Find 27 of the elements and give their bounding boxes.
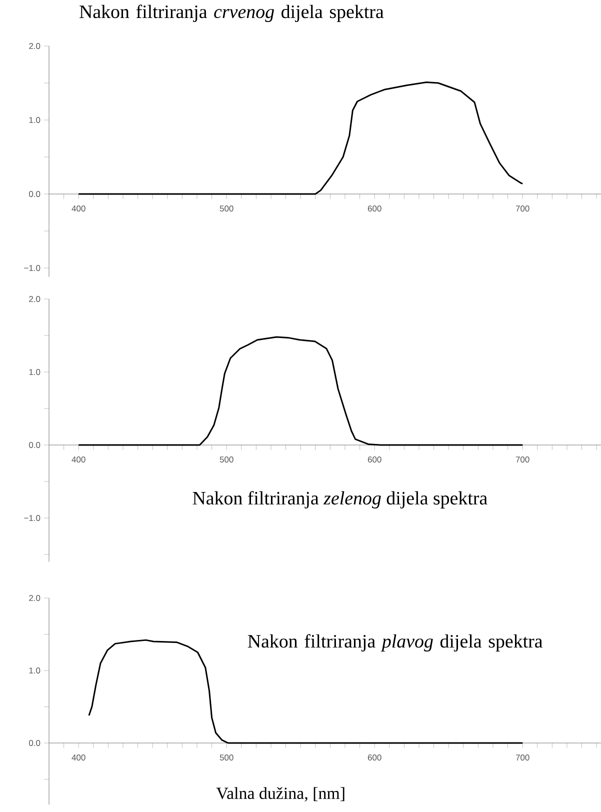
y-tick-label: 2.0: [29, 296, 40, 302]
x-tick-label: 500: [220, 754, 234, 761]
x-tick-label: 600: [368, 754, 382, 761]
x-tick-label: 400: [72, 206, 86, 212]
annotation: Nakon filtriranja zelenog dijela spektra: [192, 491, 488, 508]
y-tick-label: 1.0: [29, 117, 40, 123]
y-tick-label: −1.0: [24, 515, 40, 521]
y-tick-label: 0.0: [29, 740, 40, 746]
y-tick-label: 2.0: [29, 595, 40, 601]
text: Nakon filtriranja crvenog dijela spektra: [80, 4, 384, 22]
y-tick-label: 0.0: [29, 442, 40, 448]
x-tick-label: 600: [368, 456, 382, 463]
x-tick-label: 700: [516, 206, 530, 212]
x-tick-label: 400: [72, 754, 86, 761]
annotation: Nakon filtriranja plavog dijela spektra: [248, 634, 543, 652]
y-tick-label: 1.0: [29, 369, 40, 375]
x-tick-label: 700: [516, 456, 530, 463]
y-tick-label: 2.0: [29, 43, 40, 49]
y-tick-label: 1.0: [29, 668, 40, 674]
x-axis-title: Valna dužina, [nm]: [216, 787, 344, 802]
y-tick-label: 0.0: [29, 191, 40, 197]
x-tick-label: 600: [368, 206, 382, 212]
x-tick-label: 500: [220, 206, 234, 212]
x-tick-label: 700: [516, 754, 530, 761]
x-tick-label: 500: [220, 456, 234, 463]
y-tick-label: −1.0: [24, 265, 40, 271]
x-tick-label: 400: [72, 456, 86, 463]
